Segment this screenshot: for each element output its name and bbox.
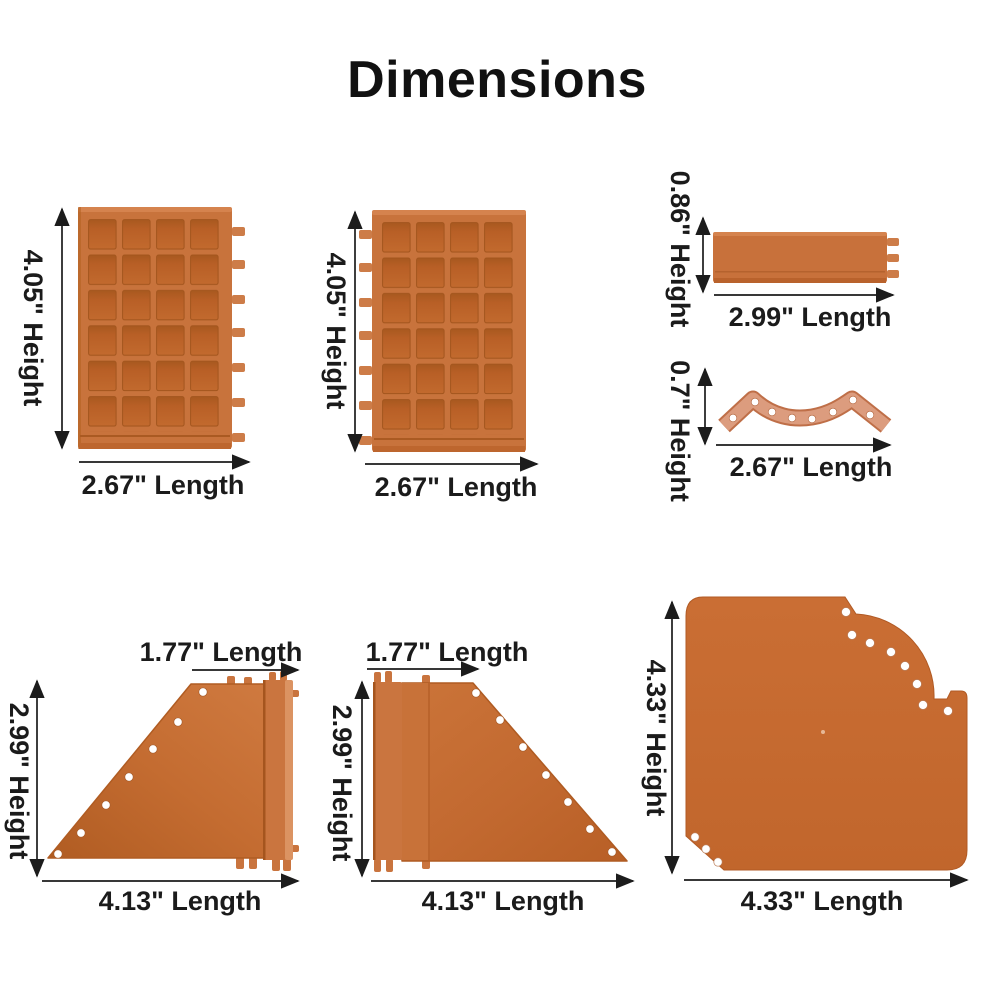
wave-bracket-length-label: 2.67" Length	[729, 452, 893, 482]
corner-plate-length-label: 4.33" Length	[740, 886, 904, 916]
strip-graphic	[713, 232, 899, 283]
bracket-left-length-label: 4.13" Length	[98, 886, 262, 916]
panel-left-graphic	[78, 207, 245, 449]
bracket-left-top-length-label: 1.77" Length	[139, 637, 303, 667]
panel-left-length-label: 2.67" Length	[81, 470, 245, 500]
bracket-right-length-label: 4.13" Length	[421, 886, 585, 916]
bracket-left-graphic	[47, 671, 299, 871]
bracket-right-top-length-label: 1.77" Length	[365, 637, 529, 667]
wave-bracket-height-label: 0.7" Height	[665, 360, 695, 502]
strip-length-label: 2.99" Length	[728, 302, 892, 332]
panel-middle-length-label: 2.67" Length	[374, 472, 538, 502]
page-title: Dimensions	[347, 51, 647, 109]
corner-plate-height-label: 4.33" Height	[641, 659, 671, 817]
bracket-left-height-label: 2.99" Height	[4, 702, 34, 860]
wave-bracket-graphic	[718, 390, 892, 433]
strip-height-label: 0.86" Height	[665, 170, 695, 328]
panel-middle-height-label: 4.05" Height	[321, 252, 351, 410]
bracket-right-height-label: 2.99" Height	[327, 704, 357, 862]
bracket-right-graphic	[373, 671, 628, 872]
corner-plate-graphic	[685, 596, 968, 871]
panel-left-height-label: 4.05" Height	[18, 249, 48, 407]
panel-middle-graphic	[359, 210, 526, 452]
